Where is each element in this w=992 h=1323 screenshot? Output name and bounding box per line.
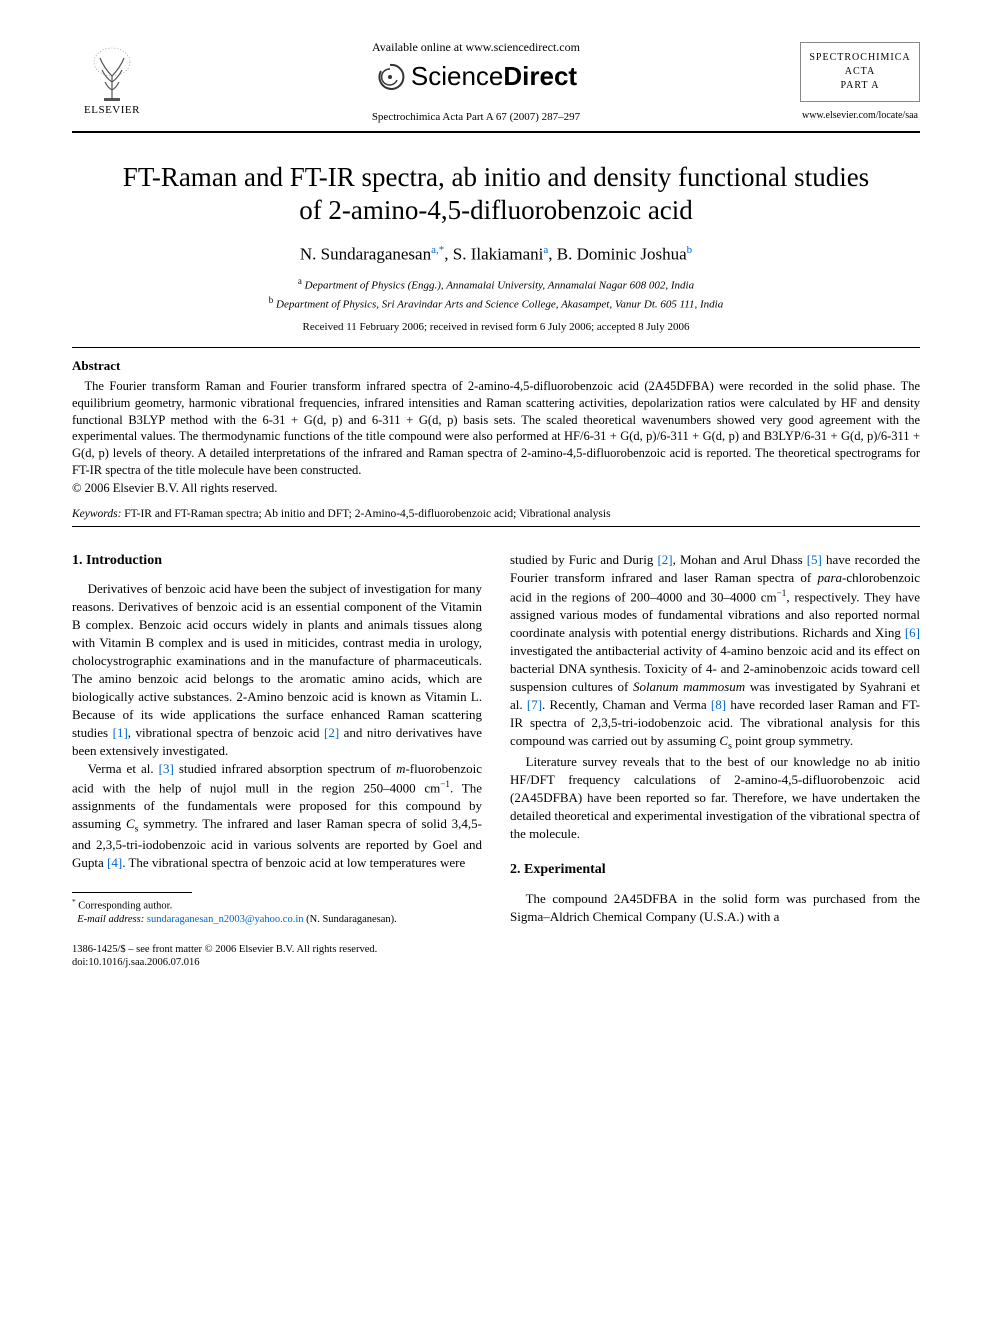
journal-homepage-url: www.elsevier.com/locate/saa [800,110,920,121]
author-3-affil-marker[interactable]: b [687,244,693,256]
section-1-para-3: Literature survey reveals that to the be… [510,753,920,843]
abstract-bottom-rule [72,526,920,527]
ref-link-4[interactable]: [4] [107,855,122,870]
journal-cover-box: SPECTROCHIMICA ACTA PART A [800,42,920,102]
journal-cover-block: SPECTROCHIMICA ACTA PART A www.elsevier.… [800,42,920,121]
sciencedirect-logo: ScienceDirect [375,61,577,92]
sciencedirect-wordmark: ScienceDirect [411,61,577,92]
ref-link-2b[interactable]: [2] [657,552,672,567]
column-left: 1. Introduction Derivatives of benzoic a… [72,551,482,927]
corresponding-label: Corresponding author. [78,900,172,911]
keywords-text: FT-IR and FT-Raman spectra; Ab initio an… [124,508,610,520]
author-2-name: , S. Ilakiamani [444,245,543,264]
available-online-text: Available online at www.sciencedirect.co… [152,40,800,55]
issn-copyright-line: 1386-1425/$ – see front matter © 2006 El… [72,943,920,957]
page-header: ELSEVIER Available online at www.science… [72,40,920,123]
header-rule [72,131,920,133]
elsevier-tree-icon [86,46,138,102]
cover-line-3: PART A [805,79,915,93]
corresponding-email-link[interactable]: sundaraganesan_n2003@yahoo.co.in [147,914,304,925]
article-dates: Received 11 February 2006; received in r… [72,321,920,333]
cover-line-1: SPECTROCHIMICA [805,51,915,65]
email-label: E-mail address: [77,914,144,925]
ref-link-6[interactable]: [6] [905,625,920,640]
section-1-para-1: Derivatives of benzoic acid have been th… [72,580,482,759]
section-1-heading: 1. Introduction [72,551,482,570]
column-right: studied by Furic and Durig [2], Mohan an… [510,551,920,927]
header-center: Available online at www.sciencedirect.co… [152,40,800,123]
ref-link-7[interactable]: [7] [527,697,542,712]
keywords-line: Keywords: FT-IR and FT-Raman spectra; Ab… [72,508,920,520]
abstract-copyright: © 2006 Elsevier B.V. All rights reserved… [72,481,920,496]
publisher-logo-block: ELSEVIER [72,46,152,116]
ref-link-8[interactable]: [8] [711,697,726,712]
journal-reference: Spectrochimica Acta Part A 67 (2007) 287… [152,111,800,123]
body-columns: 1. Introduction Derivatives of benzoic a… [72,551,920,927]
ref-link-2[interactable]: [2] [324,725,339,740]
author-list: N. Sundaraganesana,*, S. Ilakiamania, B.… [72,244,920,265]
article-title: FT-Raman and FT-IR spectra, ab initio an… [112,161,880,229]
abstract-heading: Abstract [72,358,920,374]
author-3-name: , B. Dominic Joshua [548,245,686,264]
section-1-para-2: Verma et al. [3] studied infrared absorp… [72,760,482,872]
cover-line-2: ACTA [805,65,915,79]
abstract-top-rule [72,347,920,348]
author-1-affil-marker[interactable]: a, [431,244,439,256]
section-1-para-2-cont: studied by Furic and Durig [2], Mohan an… [510,551,920,753]
ref-link-5[interactable]: [5] [807,552,822,567]
affiliation-b: b Department of Physics, Sri Aravindar A… [72,294,920,313]
author-1-name: N. Sundaraganesan [300,245,431,264]
abstract-body: The Fourier transform Raman and Fourier … [72,378,920,479]
section-2-para-1: The compound 2A45DFBA in the solid form … [510,890,920,926]
affiliation-a: a Department of Physics (Engg.), Annamal… [72,275,920,294]
doi-line: doi:10.1016/j.saa.2006.07.016 [72,956,920,970]
corresponding-email-name: (N. Sundaraganesan). [306,914,397,925]
section-2-heading: 2. Experimental [510,860,920,879]
ref-link-3[interactable]: [3] [159,761,174,776]
keywords-label: Keywords: [72,508,121,520]
footnote-rule [72,892,192,893]
front-matter-footer: 1386-1425/$ – see front matter © 2006 El… [72,943,920,970]
corresponding-footnote: * Corresponding author. E-mail address: … [72,897,482,927]
sciencedirect-swirl-icon [375,62,405,92]
publisher-name: ELSEVIER [84,104,140,116]
ref-link-1[interactable]: [1] [113,725,128,740]
